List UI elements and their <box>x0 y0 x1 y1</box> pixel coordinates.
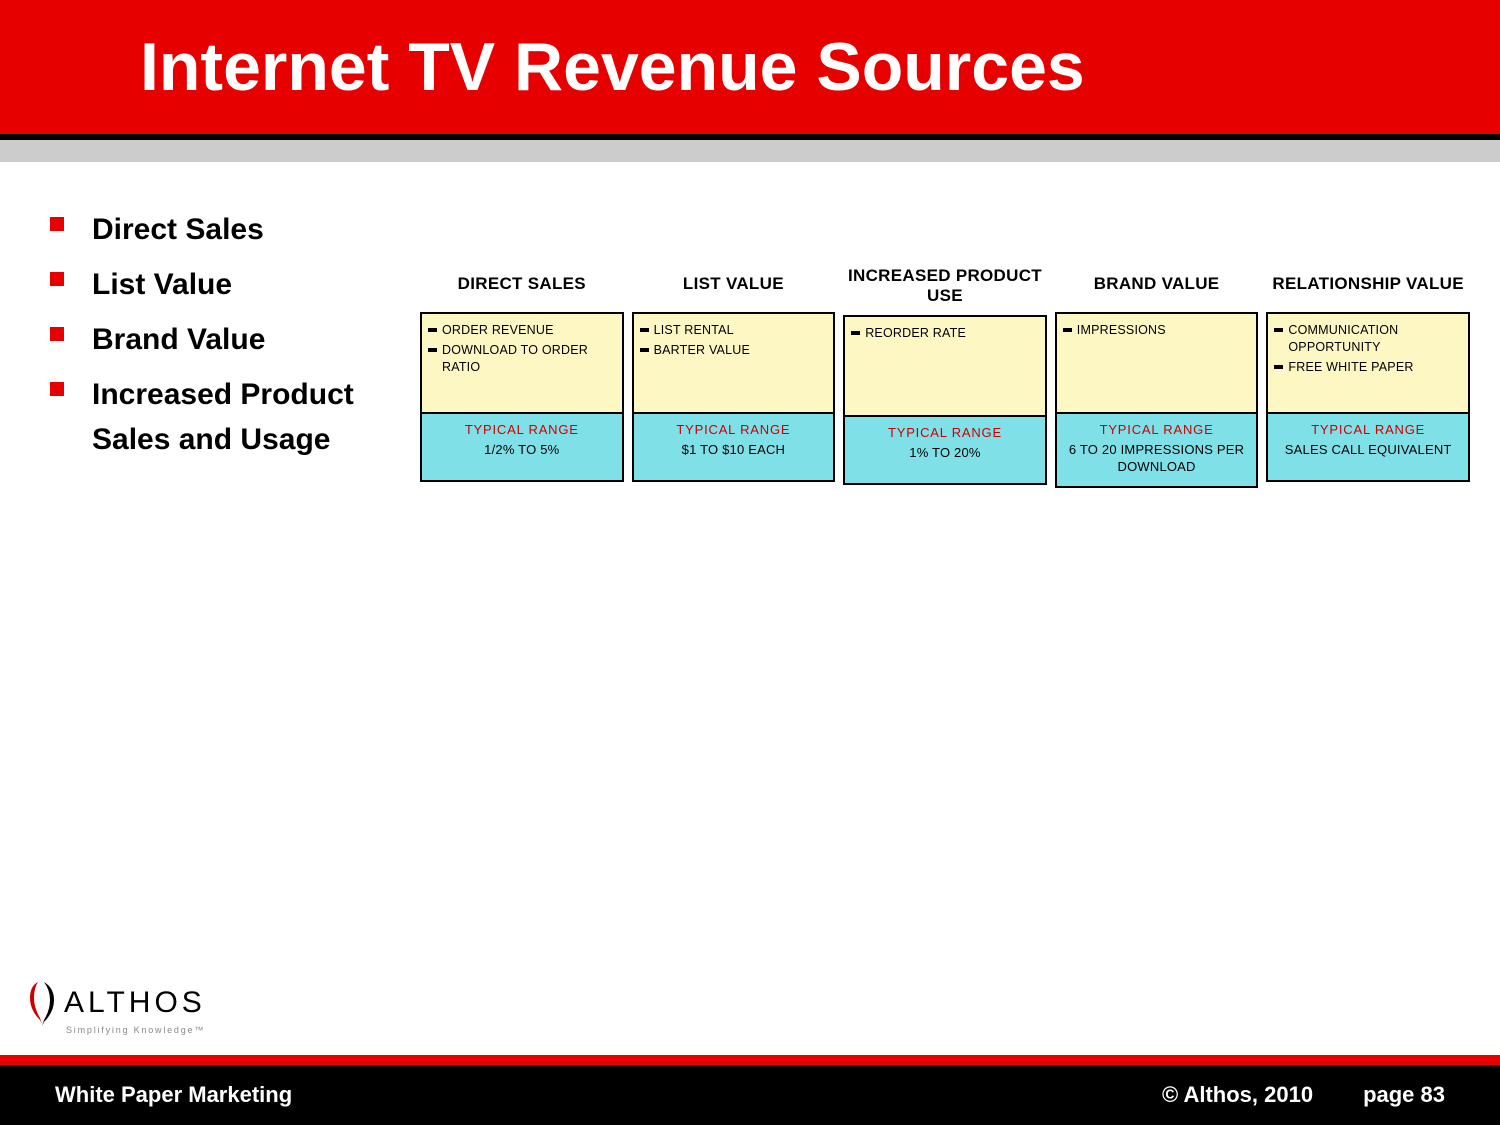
logo-name: ALTHOS <box>64 986 206 1020</box>
footer: White Paper Marketing © Althos, 2010 pag… <box>0 1055 1500 1125</box>
item-bullet-icon <box>640 328 649 332</box>
title-header: Internet TV Revenue Sources <box>0 0 1500 140</box>
logo: ALTHOS Simplifying Knowledge™ <box>24 978 206 1035</box>
column-range: TYPICAL RANGE 1/2% TO 5% <box>422 412 622 480</box>
column-box: ORDER REVENUE DOWNLOAD TO ORDER RATIO TYPI… <box>420 312 624 482</box>
item-bullet-icon <box>851 331 860 335</box>
item-bullet-icon <box>640 348 649 352</box>
column-header: LIST VALUE <box>632 262 836 312</box>
footer-page: page 83 <box>1363 1082 1445 1108</box>
range-value: $1 TO $10 EACH <box>682 442 786 457</box>
item-bullet-icon <box>428 348 437 352</box>
range-label: TYPICAL RANGE <box>638 421 830 439</box>
column-box: IMPRESSIONS TYPICAL RANGE 6 TO 20 IMPRESSI… <box>1055 312 1259 488</box>
item-bullet-icon <box>1274 328 1283 332</box>
column-items: LIST RENTAL BARTER VALUE <box>634 314 834 412</box>
column-item: BARTER VALUE <box>640 342 828 359</box>
column-header: DIRECT SALES <box>420 262 624 312</box>
bullet-item: Increased Product Sales and Usage <box>50 372 400 462</box>
revenue-column: INCREASED PRODUCT USE REORDER RATE TYPICAL… <box>843 262 1047 488</box>
item-text: BARTER VALUE <box>654 342 750 359</box>
column-items: COMMUNICATION OPPORTUNITY FREE WHITE PAPE… <box>1268 314 1468 412</box>
bullet-item: Direct Sales <box>50 207 400 252</box>
bullet-text: Direct Sales <box>92 207 264 252</box>
range-value: SALES CALL EQUIVALENT <box>1285 442 1452 457</box>
item-bullet-icon <box>428 328 437 332</box>
logo-tagline: Simplifying Knowledge™ <box>66 1025 206 1035</box>
column-item: ORDER REVENUE <box>428 322 616 339</box>
column-range: TYPICAL RANGE SALES CALL EQUIVALENT <box>1268 412 1468 480</box>
column-box: COMMUNICATION OPPORTUNITY FREE WHITE PAPE… <box>1266 312 1470 482</box>
column-item: IMPRESSIONS <box>1063 322 1251 339</box>
column-items: REORDER RATE <box>845 317 1045 415</box>
page-title: Internet TV Revenue Sources <box>140 28 1500 106</box>
content-area: Direct Sales List Value Brand Value Increas… <box>0 162 1500 488</box>
column-header: INCREASED PRODUCT USE <box>843 262 1047 315</box>
range-value: 1% TO 20% <box>909 445 980 460</box>
footer-bar: White Paper Marketing © Althos, 2010 pag… <box>0 1065 1500 1125</box>
item-text: COMMUNICATION OPPORTUNITY <box>1288 322 1462 356</box>
range-label: TYPICAL RANGE <box>426 421 618 439</box>
footer-left: White Paper Marketing <box>55 1082 292 1108</box>
range-value: 6 TO 20 IMPRESSIONS PER DOWNLOAD <box>1069 442 1244 475</box>
column-items: IMPRESSIONS <box>1057 314 1257 412</box>
column-box: REORDER RATE TYPICAL RANGE 1% TO 20% <box>843 315 1047 485</box>
column-box: LIST RENTAL BARTER VALUE TYPICAL RANGE $1 T… <box>632 312 836 482</box>
range-label: TYPICAL RANGE <box>1061 421 1253 439</box>
bullet-text: List Value <box>92 262 232 307</box>
columns-container: DIRECT SALES ORDER REVENUE DOWNLOAD TO ORD… <box>420 262 1470 488</box>
logo-mark-icon <box>24 978 62 1028</box>
bullet-text: Increased Product Sales and Usage <box>92 372 400 462</box>
bullet-item: Brand Value <box>50 317 400 362</box>
column-header: RELATIONSHIP VALUE <box>1266 262 1470 312</box>
revenue-table: DIRECT SALES ORDER REVENUE DOWNLOAD TO ORD… <box>400 202 1470 488</box>
column-header: BRAND VALUE <box>1055 262 1259 312</box>
divider-strip <box>0 140 1500 162</box>
column-item: LIST RENTAL <box>640 322 828 339</box>
item-text: DOWNLOAD TO ORDER RATIO <box>442 342 616 376</box>
item-text: REORDER RATE <box>865 325 966 342</box>
bullet-marker-icon <box>50 217 64 231</box>
revenue-column: LIST VALUE LIST RENTAL BARTER VALUE TYPICAL… <box>632 262 836 488</box>
bullet-list: Direct Sales List Value Brand Value Increas… <box>50 202 400 488</box>
range-value: 1/2% TO 5% <box>484 442 559 457</box>
bullet-marker-icon <box>50 382 64 396</box>
range-label: TYPICAL RANGE <box>1272 421 1464 439</box>
column-range: TYPICAL RANGE $1 TO $10 EACH <box>634 412 834 480</box>
column-items: ORDER REVENUE DOWNLOAD TO ORDER RATIO <box>422 314 622 412</box>
bullet-text: Brand Value <box>92 317 265 362</box>
item-bullet-icon <box>1274 365 1283 369</box>
column-item: REORDER RATE <box>851 325 1039 342</box>
column-item: COMMUNICATION OPPORTUNITY <box>1274 322 1462 356</box>
footer-copyright: © Althos, 2010 <box>1162 1082 1313 1108</box>
revenue-column: RELATIONSHIP VALUECOMMUNICATION OPPORTUN… <box>1266 262 1470 488</box>
column-item: FREE WHITE PAPER <box>1274 359 1462 376</box>
revenue-column: DIRECT SALES ORDER REVENUE DOWNLOAD TO ORD… <box>420 262 624 488</box>
column-item: DOWNLOAD TO ORDER RATIO <box>428 342 616 376</box>
bullet-marker-icon <box>50 272 64 286</box>
bullet-item: List Value <box>50 262 400 307</box>
column-range: TYPICAL RANGE 6 TO 20 IMPRESSIONS PER DOW… <box>1057 412 1257 486</box>
item-text: IMPRESSIONS <box>1077 322 1166 339</box>
item-text: FREE WHITE PAPER <box>1288 359 1413 376</box>
range-label: TYPICAL RANGE <box>849 424 1041 442</box>
item-text: LIST RENTAL <box>654 322 734 339</box>
item-bullet-icon <box>1063 328 1072 332</box>
item-text: ORDER REVENUE <box>442 322 554 339</box>
column-range: TYPICAL RANGE 1% TO 20% <box>845 415 1045 483</box>
revenue-column: BRAND VALUE IMPRESSIONS TYPICAL RANGE 6 TO … <box>1055 262 1259 488</box>
footer-red-strip <box>0 1055 1500 1065</box>
bullet-marker-icon <box>50 327 64 341</box>
